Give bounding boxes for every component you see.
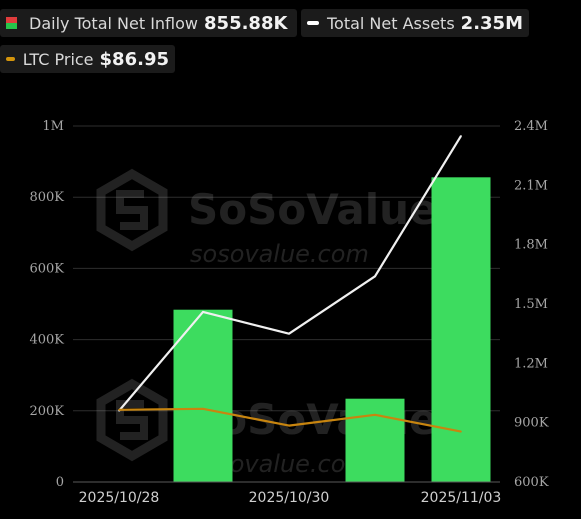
point bbox=[202, 311, 204, 313]
point bbox=[460, 135, 462, 137]
watermark-brand: SoSoValue bbox=[188, 185, 438, 234]
x-tick-label: 2025/10/28 bbox=[79, 490, 160, 506]
point bbox=[118, 409, 120, 411]
y-axis-left: 0 200K 400K 600K 800K 1M bbox=[29, 119, 64, 490]
legend-assets[interactable]: Total Net Assets 2.35M bbox=[301, 9, 529, 37]
bar bbox=[345, 398, 405, 482]
point bbox=[288, 424, 290, 427]
y-tick-label: 0 bbox=[56, 475, 64, 490]
y-tick-label: 200K bbox=[29, 404, 64, 419]
legend-price[interactable]: LTC Price $86.95 bbox=[0, 45, 175, 73]
line-swatch-icon bbox=[6, 57, 15, 61]
line-series bbox=[118, 135, 462, 433]
legend-price-value: $86.95 bbox=[99, 48, 169, 70]
x-axis: 2025/10/28 2025/10/30 2025/11/03 bbox=[73, 481, 502, 506]
y-tick-label: 1.5M bbox=[514, 297, 548, 312]
series-line bbox=[118, 135, 462, 412]
y-tick-label: 1.2M bbox=[514, 356, 548, 371]
legend-assets-label: Total Net Assets bbox=[326, 13, 455, 33]
point bbox=[460, 430, 462, 433]
watermark: SoSoValue sosovalue.com bbox=[96, 168, 438, 268]
legend-assets-value: 2.35M bbox=[460, 12, 523, 34]
point bbox=[202, 408, 204, 410]
x-tick-label: 2025/11/03 bbox=[421, 490, 502, 506]
sosovalue-logo-icon bbox=[96, 378, 168, 462]
bar-series bbox=[173, 177, 491, 483]
point bbox=[288, 332, 290, 335]
y-tick-label: 1.8M bbox=[514, 238, 548, 253]
watermark-url: sosovalue.com bbox=[190, 240, 369, 268]
y-tick-label: 1M bbox=[42, 119, 64, 134]
legend-price-label: LTC Price bbox=[22, 49, 94, 69]
bar bbox=[173, 309, 233, 482]
y-tick-label: 2.4M bbox=[514, 119, 548, 134]
y-tick-label: 600K bbox=[514, 475, 549, 490]
y-axis-right: 600K 900K 1.2M 1.5M 1.8M 2.1M 2.4M bbox=[514, 119, 549, 490]
legend-inflow-value: 855.88K bbox=[204, 12, 288, 34]
x-tick-label: 2025/10/30 bbox=[249, 490, 330, 506]
line-swatch-icon bbox=[307, 21, 319, 25]
point bbox=[374, 414, 376, 416]
legend-inflow-label: Daily Total Net Inflow bbox=[29, 13, 199, 33]
bar bbox=[431, 177, 491, 483]
y-tick-label: 800K bbox=[29, 190, 64, 205]
sosovalue-logo-icon bbox=[96, 168, 168, 252]
y-tick-label: 400K bbox=[29, 333, 64, 348]
y-tick-label: 2.1M bbox=[514, 178, 548, 193]
point bbox=[374, 275, 376, 278]
bar-swatch-icon bbox=[6, 17, 17, 29]
sosovalue-logo-icon bbox=[116, 190, 148, 230]
y-tick-label: 600K bbox=[29, 261, 64, 276]
legend-inflow[interactable]: Daily Total Net Inflow 855.88K bbox=[0, 9, 297, 37]
y-tick-label: 900K bbox=[514, 416, 549, 431]
